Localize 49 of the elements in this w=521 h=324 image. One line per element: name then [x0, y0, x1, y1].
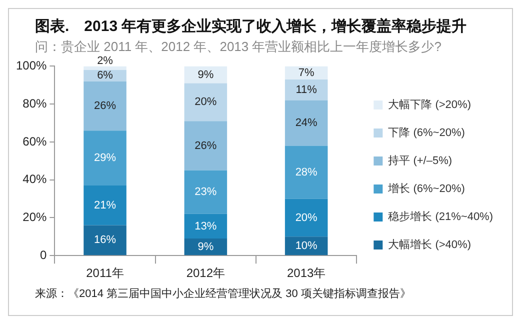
data-label: 23% — [194, 186, 217, 198]
legend-label: 稳步增长 (21%~40%) — [388, 210, 494, 224]
data-label: 24% — [295, 117, 318, 130]
data-label: 20% — [295, 212, 318, 224]
bar — [84, 130, 126, 186]
bar — [84, 186, 126, 226]
data-label: 9% — [198, 68, 214, 81]
bar — [184, 214, 228, 239]
bar — [84, 81, 126, 131]
data-label: 26% — [194, 140, 217, 152]
bar — [184, 170, 228, 214]
legend-label: 持平 (+/–5%) — [388, 155, 452, 168]
data-label: 10% — [295, 240, 318, 252]
data-label: 16% — [94, 234, 116, 246]
y-tick-label: 0 — [40, 248, 48, 262]
y-tick-label: 20% — [22, 210, 48, 224]
bar — [84, 66, 126, 70]
legend-label: 大幅下降 (>20%) — [388, 98, 471, 112]
data-label: 13% — [194, 220, 217, 232]
source-note: 来源：《2014 第三届中国中小企业经营管理状况及 30 项关键指标调查报告》 — [35, 286, 412, 301]
bar — [284, 100, 328, 146]
bar — [84, 225, 126, 256]
data-label: 26% — [94, 100, 116, 112]
y-tick-label: 100% — [16, 58, 48, 73]
bar — [284, 146, 328, 199]
chart-subtitle: 问：贵企业 2011 年、2012 年、2013 年营业额相比上一年度增长多少? — [35, 38, 442, 56]
x-tick-label: 2011年 — [86, 266, 124, 280]
y-tick-label: 80% — [22, 96, 48, 110]
bar — [184, 121, 228, 170]
data-label: 9% — [198, 240, 214, 253]
chart-title: 图表. 2013 年有更多企业实现了收入增长，增长覆盖率稳步提升 — [35, 17, 468, 36]
bar — [184, 83, 228, 122]
data-label: 11% — [296, 84, 318, 96]
x-tick-label: 2013年 — [286, 266, 326, 280]
legend-label: 增长 (6%~20%) — [387, 182, 465, 196]
legend-label: 下降 (6%~20%) — [388, 127, 465, 140]
data-label: 7% — [298, 66, 314, 79]
bar — [284, 79, 328, 100]
bar — [284, 198, 328, 237]
x-tick-label: 2012年 — [186, 266, 226, 280]
y-tick-label: 40% — [22, 172, 48, 186]
legend-label: 大幅增长 (>40%) — [388, 238, 471, 252]
data-label: 21% — [94, 199, 116, 212]
data-label: 2% — [97, 55, 114, 68]
data-label: 6% — [97, 70, 114, 82]
data-label: 28% — [295, 166, 318, 178]
data-label: 20% — [194, 96, 217, 108]
y-tick-label: 60% — [22, 134, 48, 148]
data-label: 29% — [94, 152, 116, 164]
